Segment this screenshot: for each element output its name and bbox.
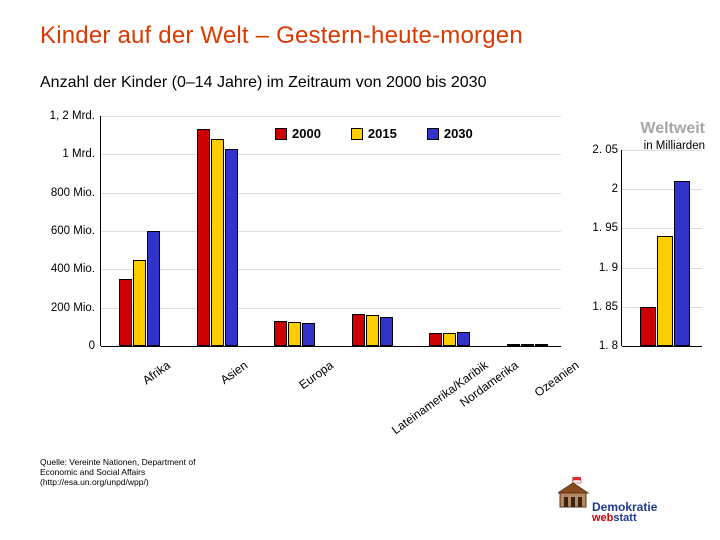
logo-icon: Demokratiewebstatt	[558, 477, 698, 522]
x-category-label: Ozeanien	[532, 358, 582, 400]
y-tick-label: 1. 95	[586, 222, 618, 234]
bar	[443, 333, 456, 346]
svg-text:webstatt: webstatt	[591, 512, 637, 522]
bar	[535, 344, 548, 346]
bar	[211, 139, 224, 346]
bar	[521, 344, 534, 346]
page-subtitle: Anzahl der Kinder (0–14 Jahre) im Zeitra…	[40, 74, 486, 92]
bar	[352, 314, 365, 346]
bar-group	[507, 116, 549, 346]
bar	[225, 149, 238, 346]
bar	[197, 129, 210, 346]
bar	[147, 231, 160, 346]
y-tick-label: 2. 05	[586, 144, 618, 156]
y-tick-label: 0	[39, 340, 95, 352]
x-category-label: Asien	[217, 358, 250, 387]
page-title: Kinder auf der Welt – Gestern-heute-morg…	[40, 22, 523, 50]
worldwide-title: Weltweit	[640, 120, 705, 138]
y-tick-label: 1. 85	[586, 301, 618, 313]
site-logo: Demokratiewebstatt	[558, 477, 698, 522]
y-tick-label: 1, 2 Mrd.	[39, 110, 95, 122]
source-note: Quelle: Vereinte Nationen, Department of…	[40, 457, 210, 488]
x-category-label: Europa	[297, 358, 337, 392]
y-tick-label: 400 Mio.	[39, 263, 95, 275]
bar	[380, 317, 393, 346]
y-tick-label: 2	[586, 183, 618, 195]
regional-plot: 1, 2 Mrd.1 Mrd.800 Mio.600 Mio.400 Mio.2…	[100, 116, 561, 346]
y-tick-label: 200 Mio.	[39, 302, 95, 314]
bar-group	[640, 150, 692, 346]
regional-chart: 1, 2 Mrd. 1 Mrd. 800 Mio. 600 Mio. 400 Mio. 2…	[40, 110, 570, 410]
y-tick-label: 1. 8	[586, 340, 618, 352]
worldwide-chart: Weltweit in Milliarden 2. 0521. 951. 91.…	[585, 110, 705, 410]
worldwide-plot: 2. 0521. 951. 91. 851. 8	[621, 150, 702, 346]
bar	[302, 323, 315, 346]
bar	[288, 322, 301, 346]
y-tick-label: 1 Mrd.	[39, 148, 95, 160]
bar	[429, 333, 442, 346]
bar-group	[119, 116, 161, 346]
y-tick-label: 800 Mio.	[39, 187, 95, 199]
bar	[657, 236, 673, 346]
bar	[133, 260, 146, 346]
bar-group	[352, 116, 394, 346]
bar	[119, 279, 132, 346]
bar-group	[197, 116, 239, 346]
bar	[674, 181, 690, 346]
bar	[457, 332, 470, 346]
x-category-label: Afrika	[140, 358, 173, 387]
bar	[507, 344, 520, 346]
y-tick-label: 1. 9	[586, 262, 618, 274]
bar	[366, 315, 379, 346]
y-tick-label: 600 Mio.	[39, 225, 95, 237]
bar	[640, 307, 656, 346]
bar-group	[429, 116, 471, 346]
bar	[274, 321, 287, 346]
bar-group	[274, 116, 316, 346]
